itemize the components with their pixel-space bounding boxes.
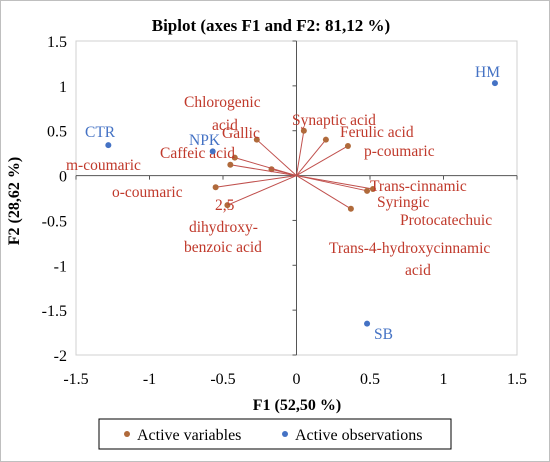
x-tick-label: -1: [143, 371, 156, 388]
y-tick-label: 0.5: [47, 124, 67, 141]
observation-point: [491, 80, 498, 87]
legend-label-observations: Active observations: [295, 427, 423, 444]
y-tick-label: -2: [54, 348, 67, 365]
x-tick-label: -1.5: [63, 371, 88, 388]
variable-label: dihydroxy-: [189, 219, 258, 236]
variable-point: [300, 127, 307, 134]
x-tick-label: 1: [440, 371, 448, 388]
y-tick-label: 0: [59, 169, 67, 186]
variable-vector: [234, 157, 297, 177]
variable-vector: [296, 145, 349, 177]
x-tick-label: 1.5: [507, 371, 527, 388]
variable-vector: [227, 175, 297, 206]
variable-vector: [296, 175, 368, 192]
variable-label: benzoic acid: [184, 239, 262, 256]
variable-label: m-coumaric: [66, 157, 141, 174]
variable-vector: [215, 175, 297, 188]
variable-vector: [296, 130, 305, 176]
x-tick-label: 0: [293, 371, 301, 388]
legend-box: [98, 418, 452, 450]
variable-point: [227, 161, 234, 168]
chart-title: Biplot (axes F1 and F2: 81,12 %): [152, 16, 390, 35]
y-tick-label: -0.5: [42, 213, 67, 230]
variable-label: Trans-cinnamic: [370, 178, 467, 195]
variable-label: o-coumaric: [112, 184, 183, 201]
variable-label: acid: [405, 262, 431, 279]
legend-marker-observations: [282, 431, 288, 437]
variable-point: [212, 184, 219, 191]
observation-label: SB: [374, 326, 393, 343]
observation-label: NPK: [189, 132, 221, 149]
variable-label: Chlorogenic: [184, 94, 261, 111]
y-tick-label: 1: [59, 79, 67, 96]
variable-vector: [296, 175, 352, 210]
legend-marker-variables: [124, 431, 130, 437]
variable-vector: [230, 164, 297, 177]
observation-label: HM: [475, 64, 500, 81]
legend: Active variables Active observations: [98, 418, 452, 450]
variable-label: Synaptic acid: [292, 112, 376, 129]
observation-label: CTR: [85, 124, 116, 141]
variable-label: Gallic: [222, 125, 260, 142]
x-tick-label: -0.5: [210, 371, 235, 388]
variable-point: [253, 136, 260, 143]
variable-vector: [256, 139, 297, 176]
variable-label: p-coumaric: [364, 143, 435, 160]
variable-label: Protocatechuic: [400, 212, 492, 229]
variable-point: [224, 202, 231, 209]
variable-label: Syringic: [377, 194, 430, 211]
x-axis-title: F1 (52,50 %): [253, 397, 341, 414]
variable-label: 2,5: [215, 197, 235, 214]
variable-label: acid: [212, 117, 238, 134]
observation-point: [209, 148, 216, 155]
variable-point: [369, 186, 376, 193]
y-tick-label: -1: [54, 258, 67, 275]
variable-point: [344, 142, 351, 149]
variable-point: [347, 205, 354, 212]
variable-point: [364, 187, 371, 194]
observation-point: [364, 320, 371, 327]
y-tick-label: -1.5: [42, 303, 67, 320]
y-axis-title: F2 (28,62 %): [6, 157, 23, 245]
observation-point: [105, 142, 112, 149]
variable-label: Caffeic acid: [160, 145, 235, 162]
y-tick-label: 1.5: [47, 34, 67, 51]
legend-label-variables: Active variables: [137, 427, 241, 444]
variable-point: [322, 136, 329, 143]
variable-label: Trans-4-hydroxycinnamic: [329, 240, 490, 257]
x-tick-label: 0.5: [360, 371, 380, 388]
variable-label: Ferulic acid: [340, 124, 414, 141]
variable-vector: [296, 139, 327, 176]
variable-point: [231, 154, 238, 161]
